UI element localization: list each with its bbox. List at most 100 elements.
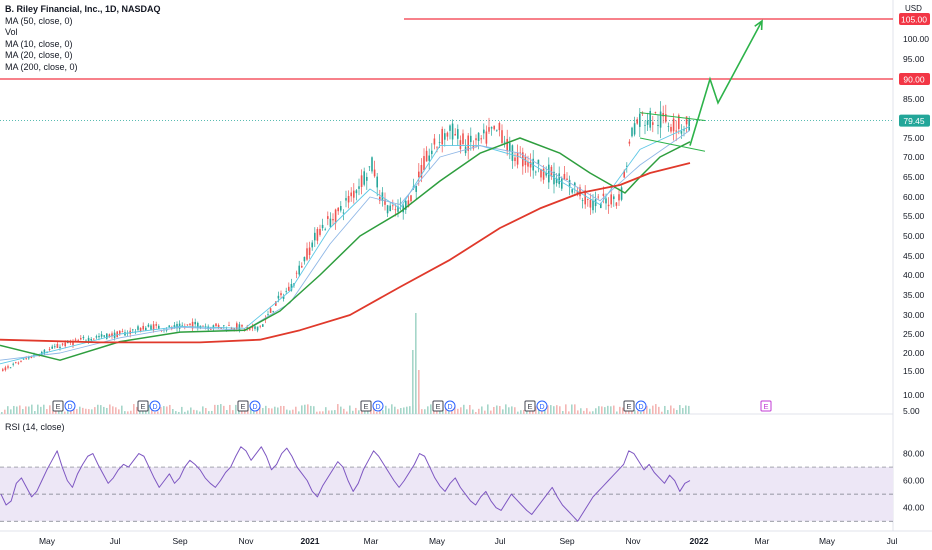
price-tick-label: 10.00 [903,390,925,400]
candle-body [249,327,251,330]
candle-body [472,145,475,149]
volume-bar [40,406,42,414]
price-tick-label: 20.00 [903,348,925,358]
volume-bar [268,408,270,414]
indicator-ma50[interactable]: MA (50, close, 0) [5,15,73,26]
volume-spike [412,350,414,414]
price-tick-label: 100.00 [903,34,929,44]
volume-bar [286,409,288,414]
volume-bar [169,404,171,414]
candle-body [613,196,615,200]
volume-bar [481,406,483,414]
candle-body [181,325,183,327]
candle-body [150,325,152,330]
volume-bar [574,404,576,414]
earnings-marker-label: E [435,402,440,411]
candle-body [48,349,51,350]
price-tick-label: 40.00 [903,270,925,280]
candle-body [618,194,620,201]
dividend-marker-label: D [152,404,157,411]
indicator-ma20[interactable]: MA (20, close, 0) [5,50,73,60]
price-tick-label: 65.00 [903,172,925,182]
dividend-marker-label: D [375,404,380,411]
volume-bar [559,406,561,414]
indicator-ma200[interactable]: MA (200, close, 0) [5,61,78,72]
candle-body [358,186,360,189]
candle-body [56,344,59,348]
indicator-ma10[interactable]: MA (10, close, 0) [5,38,73,49]
volume-bar [238,409,240,414]
candle-body [545,172,547,176]
volume-bar [187,410,189,414]
candle-body [145,327,147,331]
volume-bar [391,404,393,414]
candle-body [680,131,683,134]
level-label-90: 90.00 [903,75,925,85]
candle-body [449,125,451,131]
price-tick-label: 95.00 [903,54,925,64]
candle-body [197,322,199,328]
candle-body [314,232,316,241]
candle-body [124,332,126,336]
rsi-legend[interactable]: RSI (14, close) [5,422,65,432]
indicator-volume[interactable]: Vol [5,27,18,37]
candle-body [540,169,542,178]
volume-bar [295,406,297,414]
candle-body [295,272,298,274]
candle-body [363,171,365,185]
volume-bar [505,404,507,414]
candle-body [334,209,337,224]
candle-body [158,325,160,329]
volume-bar [118,409,120,414]
volume-bar [655,404,657,414]
volume-bar [646,405,648,414]
volume-bar [457,408,459,414]
volume-bar [379,408,381,414]
candle-body [347,195,350,203]
price-tick-label: 50.00 [903,231,925,241]
candle-body [212,325,215,329]
candle-body [103,335,105,337]
volume-bar [400,408,402,414]
candle-body [4,367,7,371]
candle-body [524,156,527,166]
candle-body [563,173,566,180]
candle-body [324,229,326,231]
chart-legend: B. Riley Financial, Inc., 1D, NASDAQ MA … [5,4,161,73]
candle-body [80,338,82,340]
candle-body [342,212,345,214]
candle-body [649,111,651,128]
volume-bar [313,406,315,414]
volume-bar [304,404,306,414]
candle-body [147,324,150,327]
candle-body [392,205,394,207]
candle-body [459,140,462,150]
volume-bar [562,410,564,414]
candle-body [516,152,519,165]
volume-bar [232,410,234,414]
volume-bar [571,404,573,414]
candle-body [259,325,261,327]
volume-bar [346,411,348,414]
candle-body [191,321,194,329]
candle-body [522,152,524,167]
candle-body [444,133,446,140]
volume-bar [109,404,111,414]
candle-body [350,192,352,197]
volume-bar [112,406,114,414]
candle-body [77,340,79,341]
candle-body [139,327,142,332]
candle-body [636,119,638,124]
candle-body [51,346,53,349]
dividend-marker-label: D [539,404,544,411]
price-tick-label: 85.00 [903,94,925,104]
time-tick-label: 2022 [690,536,709,546]
candle-body [262,324,264,327]
earnings-marker-label: E [140,402,145,411]
volume-bar [94,407,96,414]
volume-bar [565,404,567,414]
volume-bar [604,407,606,414]
volume-bar [28,406,30,414]
candle-body [454,134,456,136]
